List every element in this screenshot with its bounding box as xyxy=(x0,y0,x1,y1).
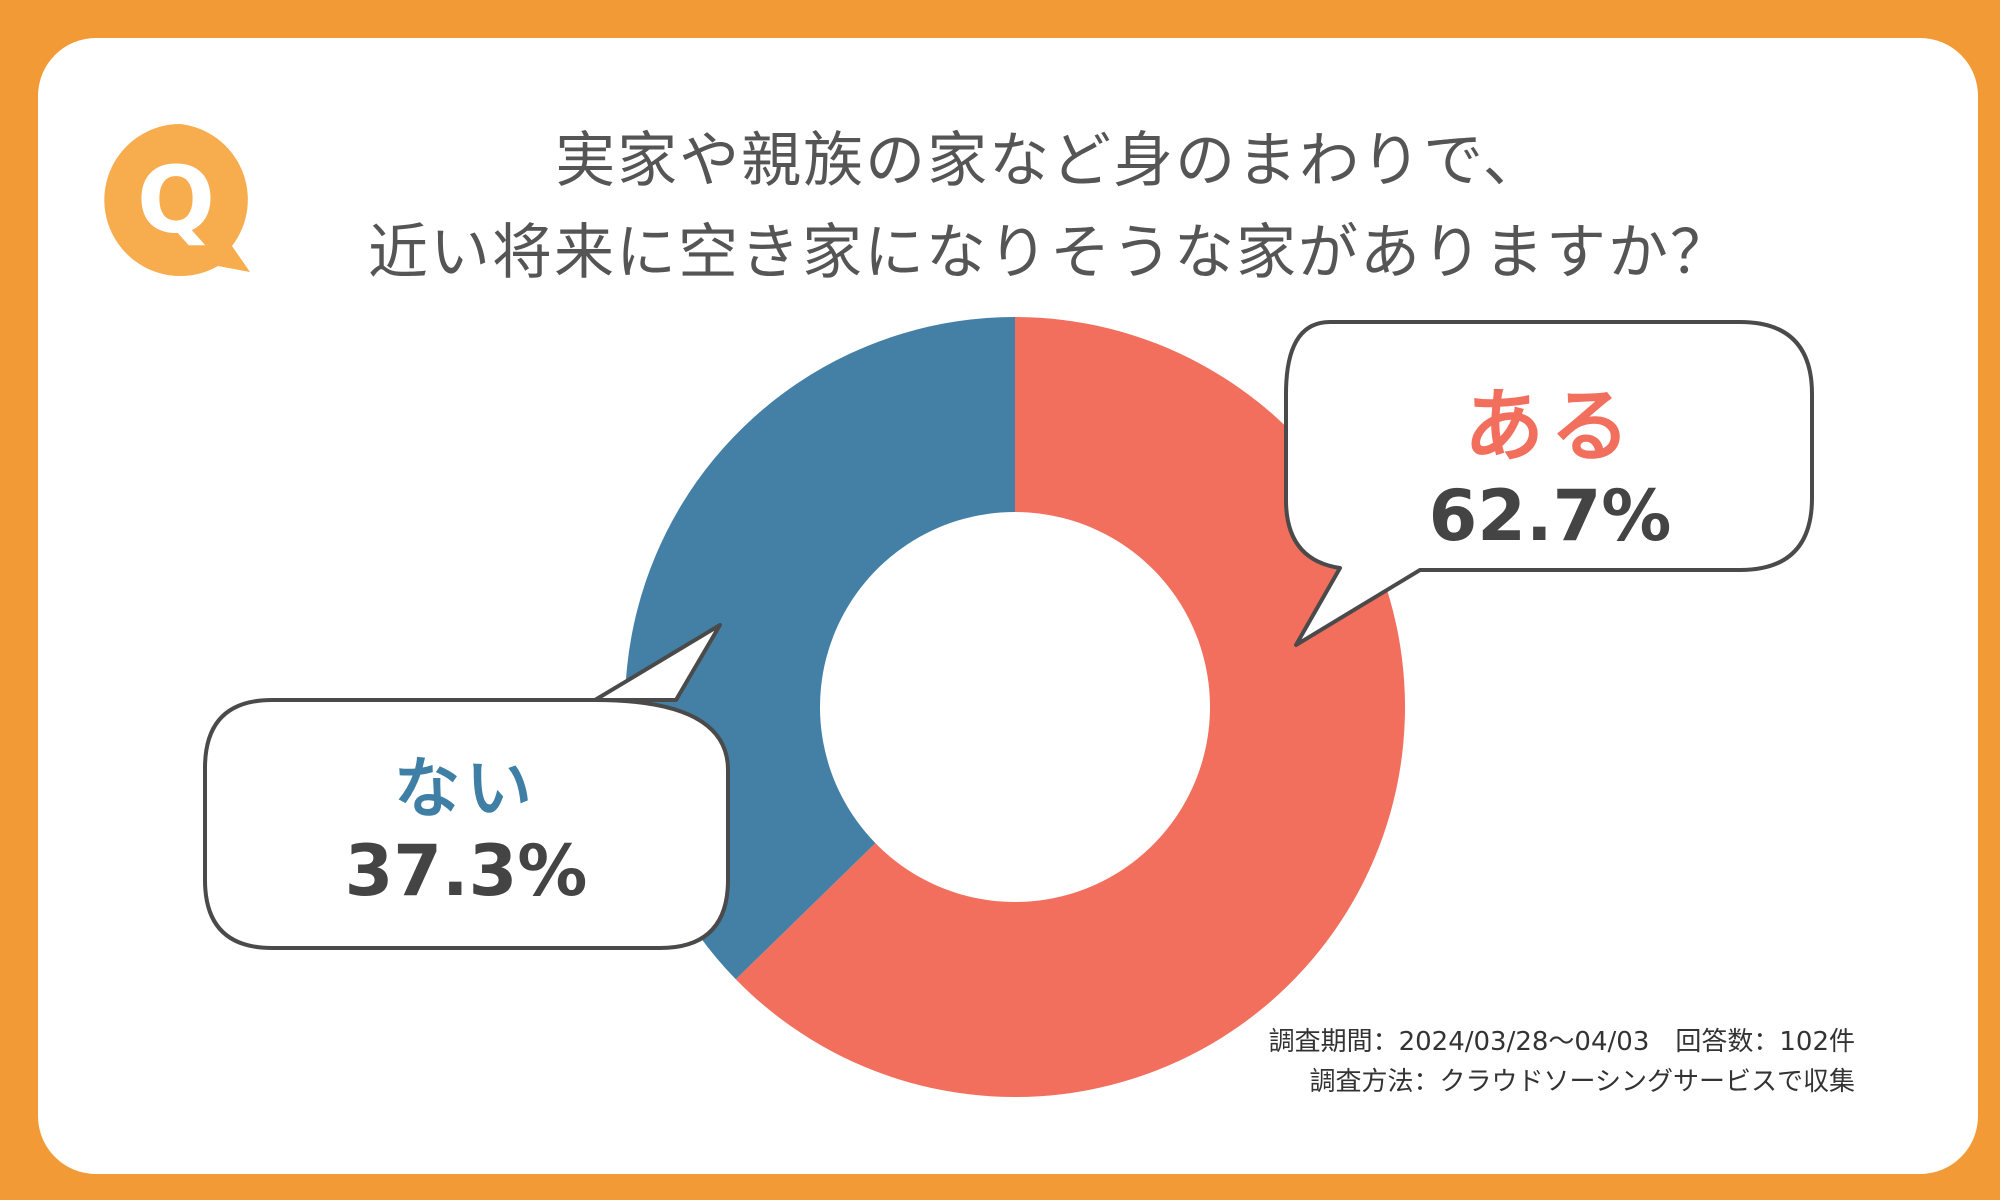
chart-title: 実家や親族の家など身のまわりで、 近い将来に空き家になりそうな家がありますか？ xyxy=(240,115,1860,299)
callout-bubble-yes xyxy=(1284,320,1814,647)
survey-notes: 調査期間：2024/03/28〜04/03 回答数：102件 調査方法：クラウド… xyxy=(1269,1022,1855,1102)
badge-letter: Q xyxy=(137,147,215,254)
value-yes: 62.7% xyxy=(1428,475,1672,557)
donut-slice-yes xyxy=(735,317,1406,1097)
callout-bubble-no xyxy=(203,623,730,950)
label-no: ない xyxy=(394,750,538,827)
survey-method: 調査方法：クラウドソーシングサービスで収集 xyxy=(1309,1067,1855,1097)
value-no: 37.3% xyxy=(344,830,588,912)
title-line-2: 近い将来に空き家になりそうな家がありますか？ xyxy=(368,218,1732,288)
title-line-1: 実家や親族の家など身のまわりで、 xyxy=(555,126,1545,196)
survey-period: 調査期間：2024/03/28〜04/03 回答数：102件 xyxy=(1268,1027,1855,1057)
label-yes: ある xyxy=(1464,380,1636,473)
q-badge-icon: Q xyxy=(104,124,250,276)
